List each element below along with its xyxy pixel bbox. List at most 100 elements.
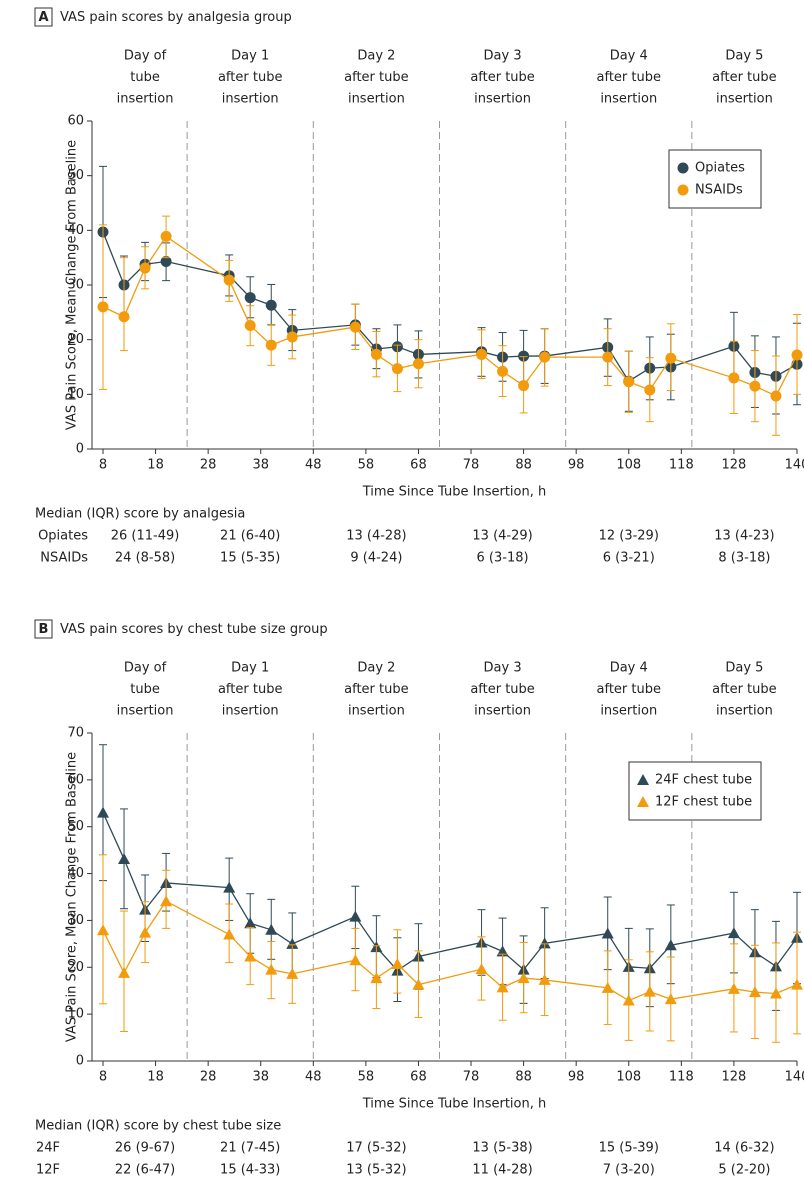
- point: [518, 350, 530, 362]
- x-tick-label: 8: [99, 1070, 107, 1085]
- day-label: insertion: [474, 704, 531, 719]
- table-row-name: 12F: [36, 1163, 60, 1178]
- y-tick-label: 10: [67, 387, 84, 402]
- point: [244, 917, 257, 929]
- day-label: tube: [130, 682, 160, 697]
- x-tick-label: 128: [721, 1070, 746, 1085]
- table-cell: 15 (4-33): [220, 1163, 280, 1178]
- day-label: insertion: [222, 92, 279, 107]
- point: [265, 339, 277, 351]
- x-tick-label: 118: [669, 458, 694, 473]
- x-tick-label: 18: [147, 458, 164, 473]
- day-label: Day 1: [231, 661, 269, 676]
- legend-marker: [677, 184, 689, 196]
- y-tick-label: 0: [76, 1054, 84, 1069]
- point: [160, 230, 172, 242]
- point: [139, 926, 152, 938]
- point: [497, 365, 509, 377]
- point: [244, 950, 257, 962]
- point: [223, 881, 236, 893]
- point: [538, 937, 551, 949]
- y-tick-label: 40: [67, 223, 84, 238]
- point: [601, 981, 614, 993]
- day-label: insertion: [716, 704, 773, 719]
- table-cell: 8 (3-18): [718, 551, 770, 566]
- legend-marker: [637, 796, 649, 807]
- day-label: tube: [130, 70, 160, 85]
- x-tick-label: 88: [515, 458, 532, 473]
- point: [475, 963, 488, 975]
- point: [643, 985, 656, 997]
- point: [97, 806, 109, 818]
- point: [517, 972, 530, 984]
- x-tick-label: 140: [785, 458, 804, 473]
- x-tick-label: 98: [568, 1070, 585, 1085]
- legend-label: 12F chest tube: [655, 795, 752, 810]
- x-tick-label: 68: [410, 1070, 427, 1085]
- day-label: insertion: [716, 92, 773, 107]
- point: [391, 958, 404, 970]
- x-tick-label: 108: [616, 458, 641, 473]
- table-cell: 21 (7-45): [220, 1141, 280, 1156]
- y-tick-label: 10: [67, 1007, 84, 1022]
- table-cell: 5 (2-20): [718, 1163, 770, 1178]
- x-tick-label: 48: [305, 1070, 322, 1085]
- x-tick-label: 140: [785, 1070, 804, 1085]
- point: [370, 348, 382, 360]
- point: [601, 927, 614, 939]
- point: [665, 352, 677, 364]
- day-label: after tube: [470, 70, 534, 85]
- point: [644, 384, 656, 396]
- x-tick-label: 48: [305, 458, 322, 473]
- point: [286, 331, 298, 343]
- table-cell: 9 (4-24): [350, 551, 402, 566]
- day-label: Day 3: [484, 49, 522, 64]
- day-label: insertion: [348, 704, 405, 719]
- y-tick-label: 50: [67, 819, 84, 834]
- table-cell: 13 (4-23): [714, 529, 774, 544]
- y-tick-label: 0: [76, 442, 84, 457]
- day-label: insertion: [600, 704, 657, 719]
- y-tick-label: 30: [67, 278, 84, 293]
- x-axis-title: Time Since Tube Insertion, h: [362, 485, 547, 500]
- point: [244, 292, 256, 304]
- x-tick-label: 28: [200, 1070, 217, 1085]
- point: [664, 939, 677, 951]
- point: [496, 981, 509, 993]
- table-cell: 6 (3-21): [603, 551, 655, 566]
- y-tick-label: 60: [67, 772, 84, 787]
- table-cell: 22 (6-47): [115, 1163, 175, 1178]
- point: [727, 927, 740, 939]
- x-tick-label: 28: [200, 458, 217, 473]
- y-axis-title: VAS Pain Score, Mean Change From Baselin…: [65, 140, 80, 430]
- point: [97, 924, 109, 936]
- day-label: Day of: [124, 49, 167, 64]
- series-line: [102, 900, 798, 1002]
- table-cell: 13 (5-38): [472, 1141, 532, 1156]
- x-tick-label: 58: [358, 1070, 375, 1085]
- point: [496, 945, 509, 957]
- legend-label: Opiates: [695, 161, 745, 176]
- day-label: after tube: [597, 70, 661, 85]
- y-tick-label: 20: [67, 960, 84, 975]
- day-label: Day 2: [357, 49, 395, 64]
- y-axis-title: VAS Pain Score, Mean Change From Baselin…: [65, 752, 80, 1042]
- point: [160, 255, 172, 267]
- point: [791, 978, 803, 990]
- x-tick-label: 98: [568, 458, 585, 473]
- panel-label-box: [34, 619, 53, 639]
- table-cell: 15 (5-35): [220, 551, 280, 566]
- day-label: Day 4: [610, 49, 648, 64]
- point: [769, 987, 782, 999]
- legend-marker: [677, 162, 689, 174]
- day-label: Day 5: [725, 49, 763, 64]
- x-tick-label: 88: [515, 1070, 532, 1085]
- day-label: insertion: [117, 92, 174, 107]
- x-tick-label: 8: [99, 458, 107, 473]
- day-label: after tube: [218, 70, 282, 85]
- x-tick-label: 68: [410, 458, 427, 473]
- panel-label: A: [38, 10, 48, 25]
- point: [118, 853, 131, 865]
- point: [770, 390, 782, 402]
